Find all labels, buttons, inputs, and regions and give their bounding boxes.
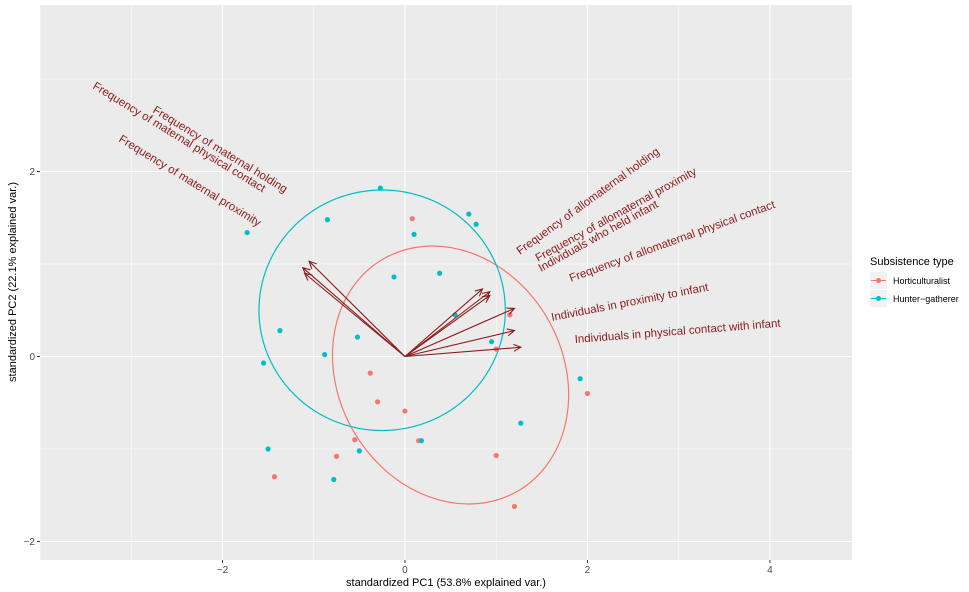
point-horticulturalist — [374, 399, 381, 405]
arrow-head — [513, 343, 523, 352]
point-hunter-gatherer — [265, 446, 271, 452]
point-hunter-gatherer — [391, 274, 397, 280]
point-hunter-gatherer — [518, 420, 524, 426]
loading-arrow — [404, 330, 515, 358]
point-hunter-gatherer — [411, 231, 417, 237]
point-hunter-gatherer — [354, 334, 361, 340]
point-hunter-gatherer — [260, 360, 267, 366]
point-hunter-gatherer — [322, 352, 328, 358]
legend-item-hunter-gatherer: Hunter−gatherer — [870, 290, 959, 307]
legend-item-horticulturalist: Horticulturalist — [870, 272, 951, 289]
y-tick-label: 2 — [29, 167, 35, 178]
point-horticulturalist — [584, 390, 591, 397]
point-hunter-gatherer — [244, 229, 250, 236]
arrow-head — [506, 328, 516, 337]
point-hunter-gatherer — [331, 476, 337, 483]
data-points — [244, 185, 591, 509]
point-hunter-gatherer — [377, 185, 383, 191]
arrow-head — [301, 266, 311, 276]
loading-arrow — [308, 260, 406, 357]
loading-arrow — [404, 288, 483, 357]
y-axis-title: standardized PC2 (22.1% explained var.) — [7, 182, 19, 382]
x-tick-label: 0 — [402, 565, 408, 576]
point-horticulturalist — [352, 437, 358, 443]
point-hunter-gatherer — [418, 438, 424, 444]
grid-lines — [39, 5, 852, 560]
y-tick-label: 0 — [29, 352, 35, 363]
point-horticulturalist — [493, 452, 499, 459]
loading-arrows — [301, 260, 523, 358]
loading-arrow — [404, 346, 521, 358]
point-hunter-gatherer — [489, 339, 495, 345]
legend-key-dot — [876, 296, 881, 301]
point-hunter-gatherer — [437, 270, 443, 276]
loading-arrow — [404, 307, 515, 358]
point-horticulturalist — [511, 503, 518, 509]
point-hunter-gatherer — [473, 221, 479, 227]
point-horticulturalist — [271, 474, 278, 480]
x-axis-title: standardized PC1 (53.8% explained var.) — [346, 577, 546, 589]
point-horticulturalist — [367, 370, 373, 376]
point-horticulturalist — [333, 453, 340, 459]
point-hunter-gatherer — [466, 211, 472, 217]
x-tick-label: 4 — [767, 565, 773, 576]
point-horticulturalist — [507, 312, 513, 318]
arrow-head — [308, 260, 317, 269]
point-horticulturalist — [409, 216, 415, 222]
arrow-head — [474, 288, 484, 297]
loading-arrow — [304, 272, 406, 357]
point-hunter-gatherer — [277, 328, 283, 334]
x-tick-label: 2 — [585, 565, 591, 576]
point-hunter-gatherer — [324, 217, 330, 223]
legend-title: Subsistence type — [870, 256, 954, 268]
arrow-head — [506, 307, 516, 315]
point-horticulturalist — [402, 408, 408, 414]
arrow-head — [303, 272, 313, 281]
arrow-head — [481, 294, 491, 303]
legend-key-dot — [876, 278, 881, 283]
ellipse-horticulturalist — [331, 245, 570, 505]
point-hunter-gatherer — [356, 448, 362, 454]
loading-arrow — [404, 295, 491, 357]
axis-ticks: −2 0 2 4 −2 0 2 — [24, 167, 774, 576]
legend: Subsistence type Horticulturalist Hunter… — [870, 256, 959, 307]
legend-label-horticulturalist: Horticulturalist — [893, 276, 951, 286]
point-hunter-gatherer — [577, 376, 583, 382]
x-tick-label: −2 — [217, 565, 229, 576]
plot-panel — [40, 5, 852, 560]
y-tick-label: −2 — [24, 537, 36, 548]
legend-label-hunter-gatherer: Hunter−gatherer — [893, 294, 959, 304]
